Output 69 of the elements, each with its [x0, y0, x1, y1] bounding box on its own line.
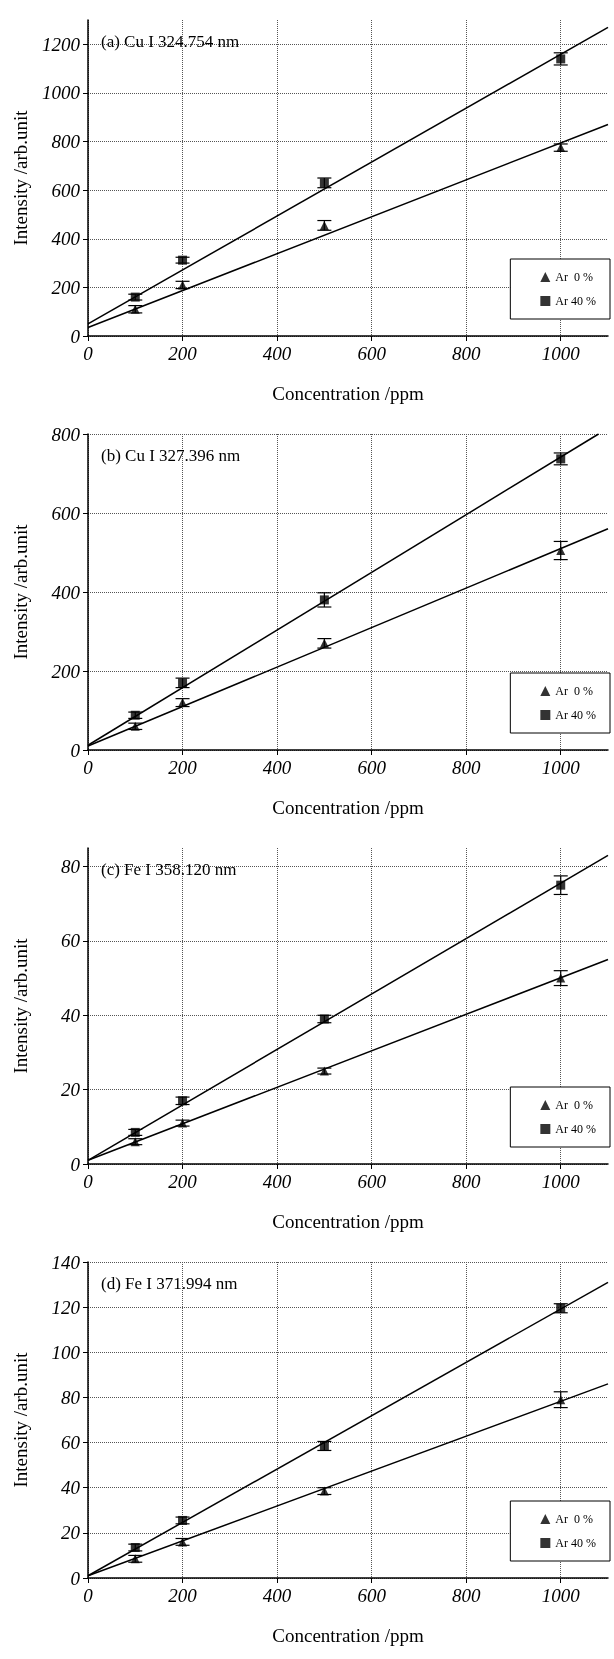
x-axis-title: Concentration /ppm [272, 1625, 424, 1646]
x-tick-label: 0 [83, 1585, 94, 1606]
y-tick-label: 40 [61, 1477, 81, 1499]
y-tick-label: 1000 [42, 82, 81, 104]
text: (b) Cu I 327.396 nm [101, 446, 241, 465]
y-tick-label: 200 [51, 276, 81, 298]
y-tick-label: 100 [51, 1341, 81, 1363]
y-tick-label: 200 [51, 660, 81, 682]
y-tick-label: 80 [61, 856, 81, 878]
x-tick-label: 200 [168, 343, 198, 364]
text: (c) Fe I 358.120 nm [101, 860, 237, 879]
x-tick-label: 200 [168, 757, 198, 778]
y-tick-label: 800 [51, 423, 81, 445]
y-tick-label: 80 [61, 1386, 81, 1408]
x-tick-label: 800 [451, 1171, 481, 1192]
x-axis-title: Concentration /ppm [272, 1211, 424, 1232]
x-tick-label: 400 [262, 1171, 292, 1192]
y-axis-title: Intensity /arb.unit [10, 523, 31, 660]
y-tick-label: 800 [51, 131, 81, 153]
x-tick-label: 400 [262, 757, 292, 778]
y-tick-label: 140 [51, 1251, 81, 1273]
y-axis-title: Intensity /arb.unit [10, 937, 31, 1074]
y-tick-label: 20 [61, 1522, 81, 1544]
x-tick-label: 600 [357, 1585, 387, 1606]
x-tick-label: 0 [83, 757, 94, 778]
x-tick-label: 1000 [541, 1585, 581, 1606]
y-tick-label: 600 [51, 179, 81, 201]
text: (a) Cu I 324.754 nm [101, 32, 240, 51]
x-tick-label: 600 [357, 1171, 387, 1192]
x-tick-label: 400 [262, 1585, 292, 1606]
x-tick-label: 800 [451, 1585, 481, 1606]
x-tick-label: 200 [168, 1585, 198, 1606]
x-tick-label: 0 [83, 1171, 94, 1192]
y-tick-label: 400 [51, 228, 81, 250]
x-axis-title: Concentration /ppm [272, 383, 424, 404]
x-tick-label: 1000 [541, 1171, 581, 1192]
x-tick-label: 600 [357, 757, 387, 778]
legend-label: Ar 0 % [555, 270, 594, 284]
text: (d) Fe I 371.994 nm [101, 1274, 238, 1293]
y-tick-label: 120 [51, 1296, 81, 1318]
y-axis-title: Intensity /arb.unit [10, 109, 31, 246]
legend-label: Ar 40 % [555, 708, 597, 722]
y-tick-label: 1200 [42, 33, 81, 55]
legend-label: Ar 40 % [555, 1122, 597, 1136]
x-tick-label: 1000 [541, 757, 581, 778]
x-tick-label: 600 [357, 343, 387, 364]
y-tick-label: 20 [61, 1079, 81, 1101]
y-tick-label: 400 [51, 581, 81, 603]
x-axis-title: Concentration /ppm [272, 797, 424, 818]
x-tick-label: 0 [83, 343, 94, 364]
x-tick-label: 1000 [541, 343, 581, 364]
x-tick-label: 200 [168, 1171, 198, 1192]
y-tick-label: 60 [61, 1432, 81, 1454]
y-tick-label: 0 [70, 1153, 81, 1175]
y-tick-label: 40 [61, 1004, 81, 1026]
y-tick-label: 60 [61, 930, 81, 952]
legend-label: Ar 40 % [555, 1536, 597, 1550]
legend-label: Ar 0 % [555, 1512, 594, 1526]
x-tick-label: 800 [451, 757, 481, 778]
y-tick-label: 0 [70, 739, 81, 761]
legend-label: Ar 0 % [555, 1098, 594, 1112]
legend-label: Ar 40 % [555, 294, 597, 308]
y-tick-label: 0 [70, 325, 81, 347]
x-tick-label: 800 [451, 343, 481, 364]
legend-label: Ar 0 % [555, 684, 594, 698]
x-tick-label: 400 [262, 343, 292, 364]
y-tick-label: 600 [51, 502, 81, 524]
y-axis-title: Intensity /arb.unit [10, 1351, 31, 1488]
y-tick-label: 0 [70, 1567, 81, 1589]
